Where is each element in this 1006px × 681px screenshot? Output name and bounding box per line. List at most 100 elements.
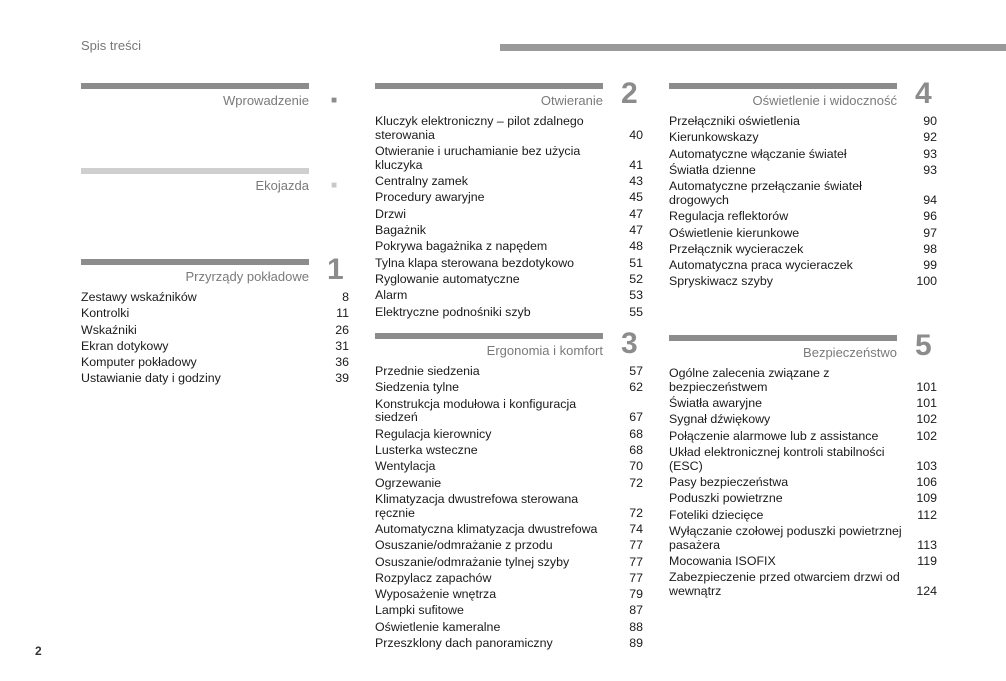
toc-entry-title: Tylna klapa sterowana bezdotykowo bbox=[375, 255, 575, 270]
toc-entry[interactable]: Lusterka wsteczne 68 bbox=[375, 442, 643, 458]
section-title[interactable]: Otwieranie bbox=[540, 93, 603, 108]
toc-entry-title: Ryglowanie automatyczne bbox=[375, 271, 520, 286]
toc-entry[interactable]: Światła awaryjne 101 bbox=[669, 396, 937, 411]
toc-entry[interactable]: Poduszki powietrzne 109 bbox=[669, 492, 937, 506]
toc-entry-page: 68 bbox=[629, 442, 643, 457]
toc-entry[interactable]: Osuszanie/odmrażanie tylnej szyby 77 bbox=[375, 554, 643, 570]
toc-entry-title: Automatyczne włączanie świateł bbox=[669, 146, 847, 161]
section-title[interactable]: Przyrządy pokładowe bbox=[185, 269, 309, 284]
section-title[interactable]: Oświetlenie i widoczność bbox=[752, 93, 897, 108]
toc-entry[interactable]: Tylna klapa sterowana bezdotykowo 51 bbox=[375, 255, 643, 271]
section-title[interactable]: Bezpieczeństwo bbox=[803, 345, 897, 360]
toc-entry[interactable]: Przełączniki oświetlenia 90 bbox=[669, 114, 937, 129]
toc-entry-title: Kierunkowskazy bbox=[669, 130, 759, 145]
toc-entry-title: Przełącznik wycieraczek bbox=[669, 241, 804, 256]
toc-entry[interactable]: Kontrolki 11 bbox=[81, 306, 349, 321]
toc-entry-title: Osuszanie/odmrażanie tylnej szyby bbox=[375, 554, 570, 569]
toc-entry[interactable]: Centralny zamek 43 bbox=[375, 174, 643, 189]
toc-entry[interactable]: Procedury awaryjne 45 bbox=[375, 191, 643, 205]
toc-entry[interactable]: Pasy bezpieczeństwa 106 bbox=[669, 475, 937, 490]
toc-entry-title: Wyłączanie czołowej poduszki powietrznej… bbox=[669, 523, 902, 552]
toc-entry-page: 87 bbox=[629, 603, 643, 618]
toc-entry[interactable]: Światła dzienne 93 bbox=[669, 162, 937, 178]
toc-entry[interactable]: Ekran dotykowy 31 bbox=[81, 338, 349, 354]
toc-entry[interactable]: Lampki sufitowe 87 bbox=[375, 604, 643, 618]
toc-entry-page: 31 bbox=[335, 338, 349, 353]
toc-entry-page: 96 bbox=[923, 209, 937, 224]
toc-entry[interactable]: Oświetlenie kierunkowe 97 bbox=[669, 225, 937, 241]
toc-entry[interactable]: Układ elektronicznej kontroli stabilnośc… bbox=[669, 445, 937, 474]
section-number: 4 bbox=[915, 77, 932, 110]
section-number: 1 bbox=[327, 253, 344, 286]
toc-entry[interactable]: Regulacja kierownicy 68 bbox=[375, 427, 643, 442]
section-title[interactable]: Ekojazda bbox=[255, 178, 309, 193]
toc-entry-page: 93 bbox=[923, 146, 937, 161]
section-rule bbox=[81, 83, 309, 89]
toc-entry-page: 51 bbox=[629, 255, 643, 270]
toc-entry[interactable]: Pokrywa bagażnika z napędem 48 bbox=[375, 240, 643, 254]
toc-entry-page: 47 bbox=[629, 206, 643, 221]
toc-entry[interactable]: Spryskiwacz szyby 100 bbox=[669, 275, 937, 289]
section-rule bbox=[669, 83, 897, 89]
toc-entry[interactable]: Połączenie alarmowe lub z assistance 102 bbox=[669, 429, 937, 444]
toc-entry[interactable]: Przełącznik wycieraczek 98 bbox=[669, 241, 937, 257]
toc-entry[interactable]: Kluczyk elektroniczny – pilot zdalnego s… bbox=[375, 114, 643, 143]
toc-entry-title: Elektryczne podnośniki szyb bbox=[375, 304, 531, 319]
toc-entry-page: 67 bbox=[629, 410, 643, 425]
section-rule bbox=[81, 259, 309, 265]
toc-entry[interactable]: Ogrzewanie 72 bbox=[375, 476, 643, 491]
toc-entry[interactable]: Drzwi 47 bbox=[375, 206, 643, 222]
toc-entry[interactable]: Regulacja reflektorów 96 bbox=[669, 209, 937, 224]
toc-entry[interactable]: Konstrukcja modułowa i konfiguracja sied… bbox=[375, 396, 643, 426]
toc-entry-page: 89 bbox=[629, 636, 643, 651]
toc-entry-title: Oświetlenie kierunkowe bbox=[669, 225, 800, 240]
toc-entry[interactable]: Wskaźniki 26 bbox=[81, 323, 349, 338]
toc-entry[interactable]: Wyłączanie czołowej poduszki powietrznej… bbox=[669, 523, 937, 553]
toc-entry[interactable]: Siedzenia tylne 62 bbox=[375, 380, 643, 395]
toc-entry-title: Rozpylacz zapachów bbox=[375, 570, 492, 585]
toc-entry-title: Ekran dotykowy bbox=[81, 338, 169, 353]
toc-entry[interactable]: Wentylacja 70 bbox=[375, 459, 643, 474]
toc-entry[interactable]: Mocowania ISOFIX 119 bbox=[669, 554, 937, 569]
toc-entry-title: Osuszanie/odmrażanie z przodu bbox=[375, 538, 553, 553]
toc-entry[interactable]: Sygnał dźwiękowy 102 bbox=[669, 413, 937, 427]
toc-entry[interactable]: Automatyczna klimatyzacja dwustrefowa 74 bbox=[375, 522, 643, 537]
toc-entry[interactable]: Elektryczne podnośniki szyb 55 bbox=[375, 304, 643, 320]
toc-entry-title: Spryskiwacz szyby bbox=[669, 274, 773, 289]
toc-entry-page: 100 bbox=[916, 274, 937, 289]
toc-entry-title: Ogólne zalecenia związane z bezpieczeńst… bbox=[669, 366, 830, 394]
toc-entry[interactable]: Ryglowanie automatyczne 52 bbox=[375, 271, 643, 287]
section-title[interactable]: Ergonomia i komfort bbox=[486, 343, 603, 358]
toc-entry[interactable]: Rozpylacz zapachów 77 bbox=[375, 570, 643, 586]
toc-entry[interactable]: Ustawianie daty i godziny 39 bbox=[81, 372, 349, 386]
toc-entry[interactable]: Komputer pokładowy 36 bbox=[81, 355, 349, 370]
toc-entry[interactable]: Alarm 53 bbox=[375, 288, 643, 303]
toc-entry[interactable]: Foteliki dziecięce 112 bbox=[669, 508, 937, 523]
toc-entry[interactable]: Osuszanie/odmrażanie z przodu 77 bbox=[375, 538, 643, 553]
toc-entry[interactable]: Oświetlenie kameralne 88 bbox=[375, 620, 643, 635]
toc-entry[interactable]: Przeszklony dach panoramiczny 89 bbox=[375, 636, 643, 651]
toc-entry-title: Automatyczne przełączanie świateł drogow… bbox=[669, 179, 862, 207]
toc-entry[interactable]: Automatyczne włączanie świateł 93 bbox=[669, 146, 937, 162]
toc-entry[interactable]: Wyposażenie wnętrza 79 bbox=[375, 587, 643, 602]
toc-entry[interactable]: Automatyczne przełączanie świateł drogow… bbox=[669, 179, 937, 208]
toc-entry-page: 97 bbox=[923, 225, 937, 240]
toc-entry-page: 77 bbox=[629, 570, 643, 585]
section-eco: Ekojazda ■ bbox=[81, 168, 349, 196]
toc-entry[interactable]: Przednie siedzenia 57 bbox=[375, 364, 643, 379]
toc-entry[interactable]: Bagażnik 47 bbox=[375, 223, 643, 238]
toc-entry[interactable]: Otwieranie i uruchamianie bez użycia klu… bbox=[375, 144, 643, 173]
toc-entry[interactable]: Zabezpieczenie przed otwarciem drzwi od … bbox=[669, 571, 937, 599]
toc-entry[interactable]: Klimatyzacja dwustrefowa sterowana ręczn… bbox=[375, 492, 643, 521]
toc-entry[interactable]: Automatyczna praca wycieraczek 99 bbox=[669, 258, 937, 273]
section-3: Ergonomia i komfort 3 Przednie siedzenia 57… bbox=[375, 327, 643, 653]
toc-entry-page: 77 bbox=[629, 554, 643, 569]
toc-entry-page: 79 bbox=[629, 587, 643, 602]
toc-entry[interactable]: Kierunkowskazy 92 bbox=[669, 130, 937, 145]
toc-entry[interactable]: Ogólne zalecenia związane z bezpieczeńst… bbox=[669, 366, 937, 395]
toc-entry[interactable]: Zestawy wskaźników 8 bbox=[81, 290, 349, 305]
toc-entry-title: Światła dzienne bbox=[669, 162, 756, 177]
toc-entry-title: Konstrukcja modułowa i konfiguracja sied… bbox=[375, 396, 577, 425]
section-title[interactable]: Wprowadzenie bbox=[223, 93, 309, 108]
toc-entry-title: Przednie siedzenia bbox=[375, 364, 480, 378]
